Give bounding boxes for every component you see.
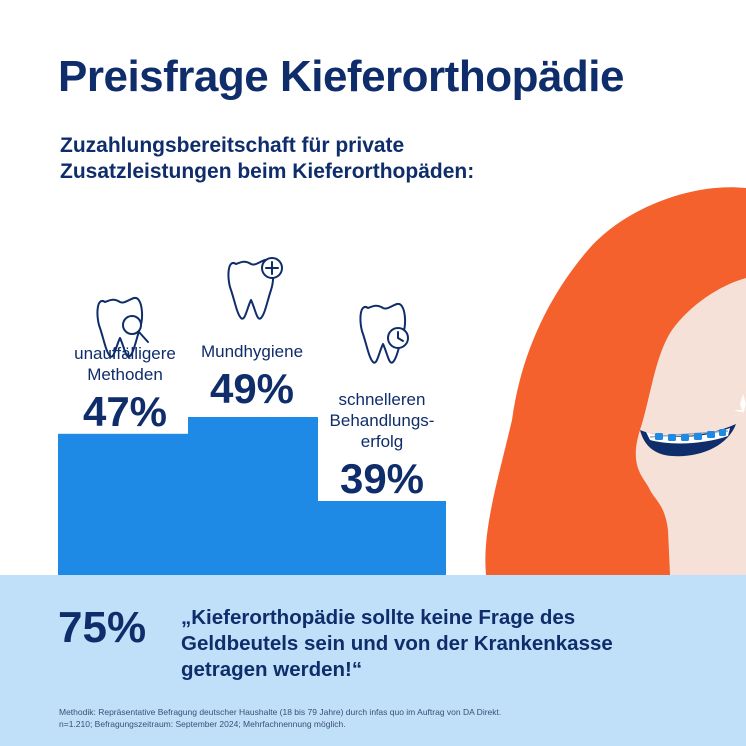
bar-1 (58, 433, 188, 575)
category-label-3: schnelleren (339, 390, 426, 409)
subtitle-line: Zusatzleistungen beim Kieferorthopäden: (60, 160, 475, 183)
tooth-clock-icon (359, 302, 409, 364)
teeth (646, 428, 730, 444)
face (635, 278, 746, 575)
methodology-line: n=1.210; Befragungszeitraum: September 2… (59, 719, 346, 729)
methodology-line: Methodik: Repräsentative Befragung deuts… (59, 707, 502, 717)
bracket-icons (655, 429, 726, 441)
subtitle-line: Zuzahlungsbereitschaft für private (60, 134, 405, 157)
value-label-2: 49% (210, 365, 294, 412)
category-label-1: unauffälligere (74, 344, 176, 363)
page-title: Preisfrage Kieferorthopädie (58, 52, 625, 101)
quote-line: getragen werden!“ (181, 658, 363, 681)
quote-line: Geldbeutels sein und von der Krankenkass… (181, 632, 613, 655)
tooth-magnifier-icon (96, 296, 149, 358)
value-label-3: 39% (340, 455, 424, 502)
quote-text: „Kieferorthopädie sollte keine Frage des… (181, 605, 613, 683)
quote-stat: 75% (58, 603, 147, 652)
quote-line: „Kieferorthopädie sollte keine Frage des (181, 606, 576, 629)
methodology-note: Methodik: Repräsentative Befragung deuts… (59, 706, 501, 730)
category-label-1: Methoden (87, 365, 163, 384)
category-label-2: Mundhygiene (201, 342, 303, 361)
category-label-3: erfolg (361, 432, 404, 451)
tooth-plus-icon (227, 257, 283, 320)
podium-bar-chart: 47% unauffälligere Methoden 49% Mundhygiene 3… (58, 257, 446, 575)
category-label-3: Behandlungs- (330, 411, 435, 430)
hair-fringe (618, 188, 746, 378)
value-label-1: 47% (83, 388, 167, 435)
sparkle-icon (734, 394, 746, 414)
page-subtitle: Zuzahlungsbereitschaft für private Zusat… (60, 133, 474, 185)
bar-2 (188, 417, 318, 575)
bar-3 (316, 501, 446, 575)
quote-panel (0, 575, 746, 746)
